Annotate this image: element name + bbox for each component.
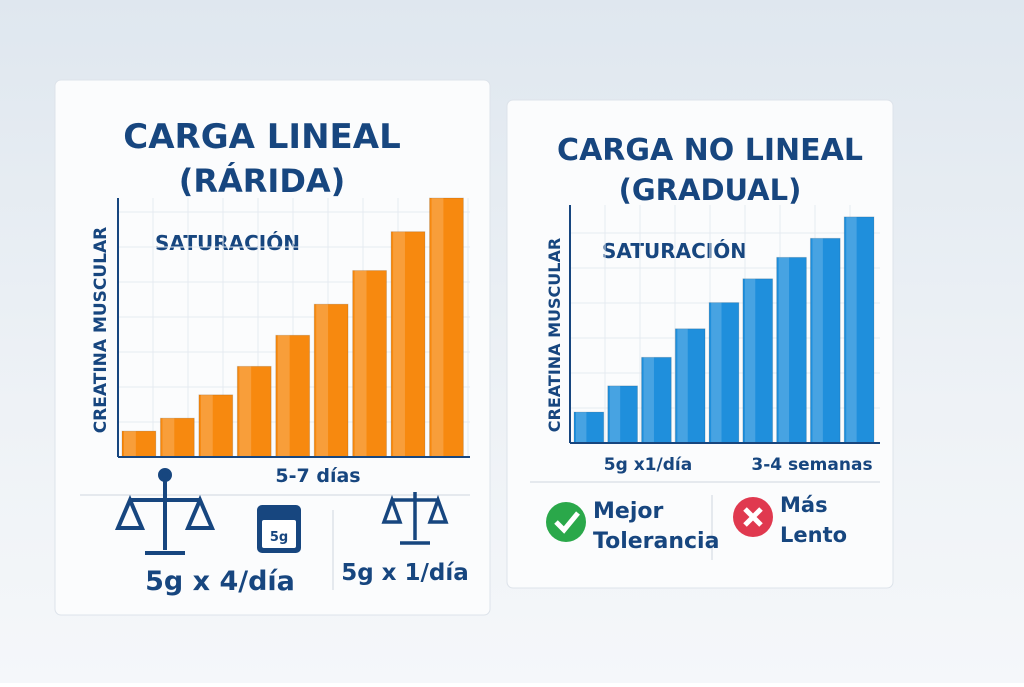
bar-highlight [354, 270, 367, 457]
bar-highlight [277, 335, 290, 457]
cross-icon [733, 497, 773, 537]
bar [159, 417, 195, 458]
scale-icon [381, 492, 449, 545]
bar-highlight [778, 257, 790, 443]
bar-highlight [846, 216, 857, 443]
pro-label: Mejor [593, 499, 663, 524]
annotation: SATURACIÓN [155, 231, 300, 255]
bar-highlight [200, 394, 213, 457]
bar [313, 303, 349, 458]
x-axis-label: 3-4 semanas [751, 455, 872, 475]
bar [236, 365, 272, 458]
bar-highlight [124, 431, 136, 457]
con-label: Más [780, 493, 828, 517]
pro-label: Tolerancia [593, 529, 719, 554]
title-line: CARGA NO LINEAL [557, 133, 863, 168]
annotation: SATURACIÓN [602, 239, 747, 263]
dose-label: 5g x 4/día [145, 566, 295, 597]
scoop-icon [257, 505, 301, 553]
bar [429, 197, 464, 458]
bar [708, 302, 740, 444]
title-line: (RÁRIDA) [179, 162, 346, 200]
bar-highlight [162, 418, 175, 457]
scale-icon [114, 468, 216, 555]
bar-highlight [609, 385, 621, 443]
dose-label: 5g x 1/día [341, 560, 469, 586]
bar-highlight [431, 198, 444, 457]
y-axis-label: CREATINA MUSCULAR [91, 227, 111, 434]
bar [390, 231, 426, 458]
bar [121, 430, 157, 458]
bar-highlight [711, 302, 722, 443]
check-icon [546, 502, 586, 542]
bar-highlight [239, 366, 252, 457]
bar-highlight [744, 278, 756, 443]
bar [641, 356, 672, 444]
title-line: CARGA LINEAL [123, 117, 400, 157]
bar-highlight [643, 357, 654, 443]
bar-highlight [677, 328, 688, 443]
x-axis-label: 5g x1/día [604, 455, 692, 475]
bar [742, 278, 774, 444]
title-line: (GRADUAL) [619, 173, 802, 207]
bar-highlight [576, 412, 587, 443]
icon-label: 5g [270, 530, 288, 545]
bar [674, 328, 706, 444]
y-axis-label: CREATINA MUSCULAR [545, 238, 564, 432]
bar [809, 237, 841, 444]
con-label: Lento [780, 523, 847, 547]
bar [607, 385, 639, 444]
bar [573, 411, 605, 444]
bar [776, 256, 807, 444]
bar-highlight [812, 238, 823, 443]
x-axis-label: 5-7 días [275, 465, 360, 487]
bar [352, 270, 387, 458]
bar-highlight [393, 231, 405, 457]
bar [275, 334, 311, 458]
bar-highlight [316, 304, 329, 457]
bar [198, 394, 234, 458]
